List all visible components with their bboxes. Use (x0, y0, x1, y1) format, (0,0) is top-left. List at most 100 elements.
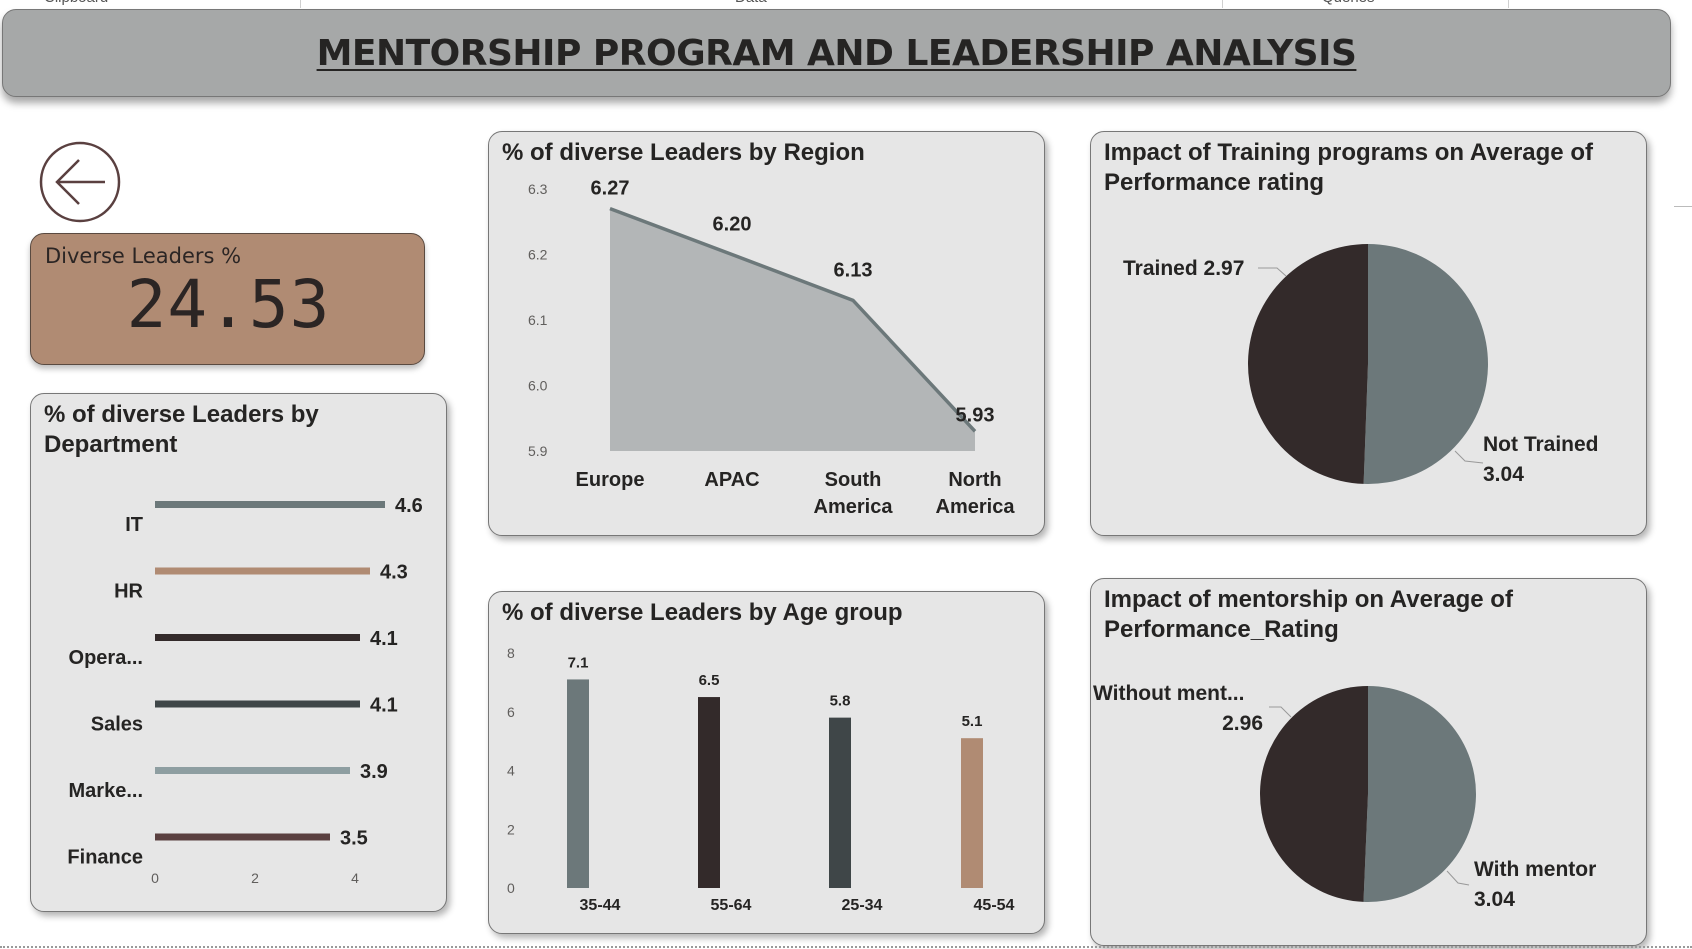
ribbon-separator (1508, 0, 1509, 8)
training-slice (1247, 244, 1368, 484)
department-data-label: 4.3 (380, 562, 408, 584)
age-bar (829, 717, 851, 888)
ribbon-strip: Clipboard Data Queries (0, 0, 1692, 8)
training-pie-chart: Trained 2.97 Not Trained 3.04 (1123, 244, 1599, 486)
department-data-label: 3.9 (360, 761, 388, 783)
department-bar (155, 700, 360, 708)
department-category-label: Finance (67, 847, 143, 869)
report-title-banner: MENTORSHIP PROGRAM AND LEADERSHIP ANALYS… (2, 9, 1671, 97)
region-category-label: America (814, 496, 894, 518)
age-bar (698, 697, 720, 888)
diverse-leaders-kpi-card: Diverse Leaders % 24.53 (30, 233, 425, 365)
age-chart-title: % of diverse Leaders by Age group (502, 599, 903, 626)
mentorship-label-without: Without ment... (1093, 682, 1244, 705)
mentorship-slice (1260, 686, 1368, 902)
kpi-label: Diverse Leaders % (45, 244, 242, 268)
mentorship-pie-chart: Without ment... 2.96 With mentor 3.04 (1093, 682, 1596, 911)
page-bottom-border (0, 946, 1692, 948)
region-chart-card: % of diverse Leaders by Region 6.3 6.2 6.1… (488, 131, 1045, 536)
back-arrow-icon[interactable] (39, 141, 121, 223)
training-label-trained: Trained 2.97 (1123, 257, 1244, 280)
training-label-not-trained: Not Trained (1483, 433, 1599, 456)
mentorship-chart-card: Impact of mentorship on Average of Perfo… (1090, 578, 1647, 946)
department-data-label: 4.1 (370, 628, 398, 650)
age-y-tick: 2 (507, 821, 515, 837)
department-data-label: 3.5 (340, 828, 368, 850)
training-leader-line (1454, 450, 1484, 464)
age-y-tick: 0 (507, 880, 515, 896)
department-data-label: 4.6 (395, 495, 423, 517)
region-y-tick: 6.0 (528, 378, 548, 394)
age-category-label: 25-34 (842, 897, 883, 914)
region-y-tick: 5.9 (528, 443, 548, 459)
ribbon-separator (1222, 0, 1223, 8)
department-data-label: 4.1 (370, 695, 398, 717)
region-y-tick: 6.1 (528, 312, 548, 328)
region-y-tick: 6.3 (528, 181, 548, 197)
region-line (609, 207, 977, 433)
age-category-label: 55-64 (711, 897, 752, 914)
department-chart-title: % of diverse Leaders by Department (44, 401, 319, 458)
department-bar (155, 833, 330, 841)
age-y-tick: 4 (507, 763, 515, 779)
department-x-tick: 2 (251, 870, 259, 886)
report-title: MENTORSHIP PROGRAM AND LEADERSHIP ANALYS… (316, 32, 1357, 74)
region-y-tick: 6.2 (528, 247, 548, 263)
age-category-label: 35-44 (580, 897, 621, 914)
kpi-value: 24.53 (126, 266, 331, 343)
ribbon-group-clipboard[interactable]: Clipboard (44, 0, 108, 6)
age-y-tick: 6 (507, 704, 515, 720)
mentorship-leader-line (1446, 870, 1470, 886)
training-chart-card: Impact of Training programs on Average o… (1090, 131, 1647, 536)
department-chart-card: % of diverse Leaders by Department 4.6 IT… (30, 393, 447, 912)
department-category-label: HR (114, 581, 143, 603)
age-data-label: 5.8 (830, 693, 851, 710)
region-category-label: America (936, 496, 1016, 518)
department-category-label: Sales (91, 714, 143, 736)
mentorship-leader-line (1269, 706, 1292, 718)
department-bar-chart: 4.6 IT 4.3 HR 4.1 Opera... 4.1 Sales 3.9 Marke...… (67, 495, 423, 886)
department-x-tick: 0 (151, 870, 159, 886)
age-data-label: 6.5 (699, 672, 720, 689)
mentorship-slice (1363, 686, 1477, 902)
department-x-tick: 4 (351, 870, 359, 886)
mentorship-chart-title: Impact of mentorship on Average of Perfo… (1104, 586, 1513, 643)
department-bar (155, 567, 370, 575)
training-chart-title: Impact of Training programs on Average o… (1104, 139, 1593, 196)
region-category-label: South (825, 469, 882, 491)
training-label-not-trained-value: 3.04 (1483, 463, 1524, 486)
mentorship-label-with-value: 3.04 (1474, 888, 1515, 911)
scroll-edge-marker (1674, 206, 1692, 207)
region-data-label: 6.27 (591, 178, 630, 200)
training-slice (1363, 244, 1488, 484)
training-leader-line (1258, 267, 1287, 277)
department-category-label: Opera... (69, 647, 143, 669)
region-data-label: 6.13 (834, 259, 873, 281)
region-category-label: Europe (576, 469, 645, 491)
region-area-fill (610, 208, 975, 451)
age-category-label: 45-54 (974, 897, 1015, 914)
age-bar (567, 679, 589, 888)
department-bar (155, 767, 350, 774)
region-category-label: APAC (704, 469, 759, 491)
age-data-label: 5.1 (962, 713, 983, 730)
department-bar (155, 634, 360, 641)
department-category-label: IT (125, 514, 143, 536)
region-category-label: North (948, 469, 1001, 491)
age-y-tick: 8 (507, 645, 515, 661)
region-area-chart: 6.3 6.2 6.1 6.0 5.9 6.27 6.20 6.13 5.93 Europe APA… (528, 178, 1016, 518)
region-data-label: 5.93 (956, 404, 995, 426)
mentorship-label-without-value: 2.96 (1222, 712, 1263, 735)
department-bar (155, 501, 385, 508)
age-bar-chart: 8 6 4 2 0 7.1 35-44 6.5 55-64 5.8 25-34 5.1 45-54 (507, 645, 1015, 914)
department-category-label: Marke... (69, 780, 143, 802)
region-data-label: 6.20 (713, 214, 752, 236)
mentorship-label-with: With mentor (1474, 858, 1596, 881)
ribbon-group-data[interactable]: Data (735, 0, 767, 6)
ribbon-separator (300, 0, 301, 8)
ribbon-group-queries[interactable]: Queries (1322, 0, 1375, 6)
age-chart-card: % of diverse Leaders by Age group 8 6 4 2 0 7… (488, 591, 1045, 934)
age-bar (961, 738, 983, 888)
age-data-label: 7.1 (568, 654, 589, 671)
region-chart-title: % of diverse Leaders by Region (502, 139, 865, 166)
